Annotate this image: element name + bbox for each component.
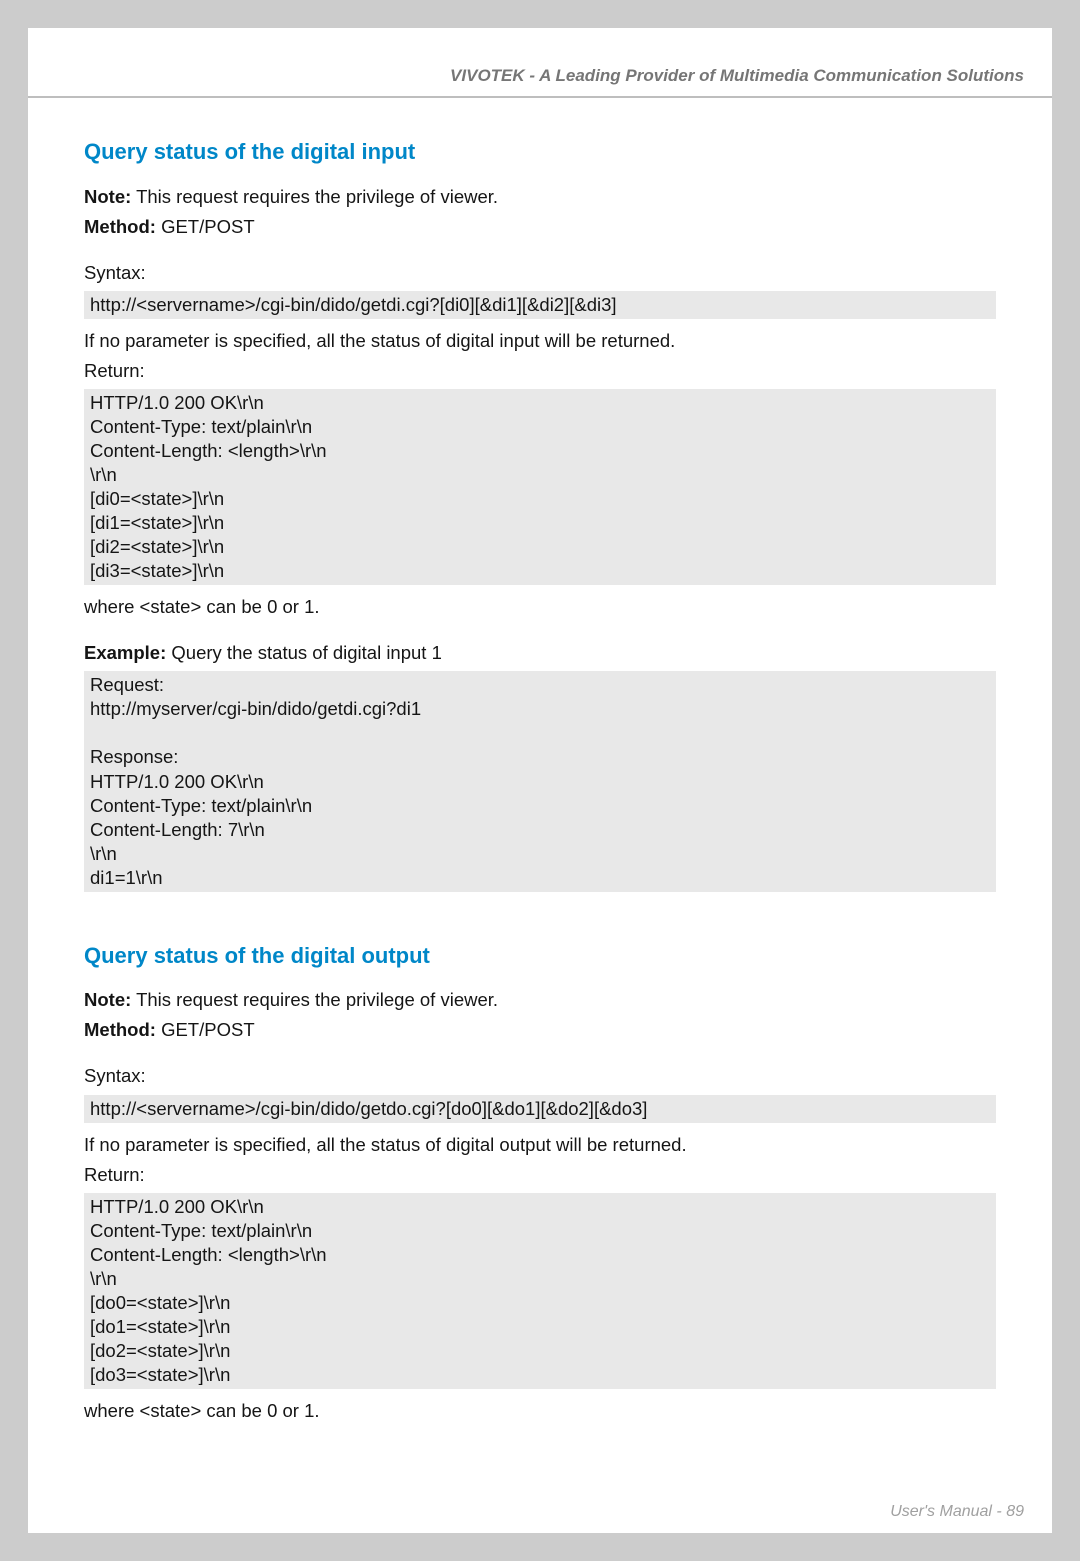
header-title: VIVOTEK - A Leading Provider of Multimed… — [450, 66, 1024, 86]
example-code: Request: http://myserver/cgi-bin/dido/ge… — [84, 671, 996, 891]
note-line: Note: This request requires the privileg… — [84, 185, 996, 209]
method-label: Method: — [84, 1019, 156, 1040]
example-text: Query the status of digital input 1 — [166, 642, 442, 663]
where-text: where <state> can be 0 or 1. — [84, 1399, 996, 1423]
example-label: Example: — [84, 642, 166, 663]
method-line: Method: GET/POST — [84, 215, 996, 239]
syntax-label: Syntax: — [84, 1064, 996, 1088]
page-header: VIVOTEK - A Leading Provider of Multimed… — [28, 28, 1052, 96]
where-text: where <state> can be 0 or 1. — [84, 595, 996, 619]
note-line: Note: This request requires the privileg… — [84, 988, 996, 1012]
noparam-text: If no parameter is specified, all the st… — [84, 329, 996, 353]
example-line: Example: Query the status of digital inp… — [84, 641, 996, 665]
section-digital-input: Query status of the digital input Note: … — [84, 138, 996, 892]
method-text: GET/POST — [156, 216, 255, 237]
noparam-text: If no parameter is specified, all the st… — [84, 1133, 996, 1157]
note-text: This request requires the privilege of v… — [131, 989, 498, 1010]
return-label: Return: — [84, 359, 996, 383]
page-content: Query status of the digital input Note: … — [28, 98, 1052, 1423]
method-label: Method: — [84, 216, 156, 237]
note-text: This request requires the privilege of v… — [131, 186, 498, 207]
note-label: Note: — [84, 989, 131, 1010]
syntax-label: Syntax: — [84, 261, 996, 285]
return-code: HTTP/1.0 200 OK\r\n Content-Type: text/p… — [84, 389, 996, 585]
return-code: HTTP/1.0 200 OK\r\n Content-Type: text/p… — [84, 1193, 996, 1389]
section-heading: Query status of the digital output — [84, 942, 996, 971]
document-page: VIVOTEK - A Leading Provider of Multimed… — [28, 28, 1052, 1533]
method-line: Method: GET/POST — [84, 1018, 996, 1042]
section-digital-output: Query status of the digital output Note:… — [84, 942, 996, 1423]
syntax-code: http://<servername>/cgi-bin/dido/getdo.c… — [84, 1095, 996, 1123]
footer-text: User's Manual - 89 — [890, 1503, 1024, 1520]
note-label: Note: — [84, 186, 131, 207]
method-text: GET/POST — [156, 1019, 255, 1040]
return-label: Return: — [84, 1163, 996, 1187]
section-heading: Query status of the digital input — [84, 138, 996, 167]
syntax-code: http://<servername>/cgi-bin/dido/getdi.c… — [84, 291, 996, 319]
